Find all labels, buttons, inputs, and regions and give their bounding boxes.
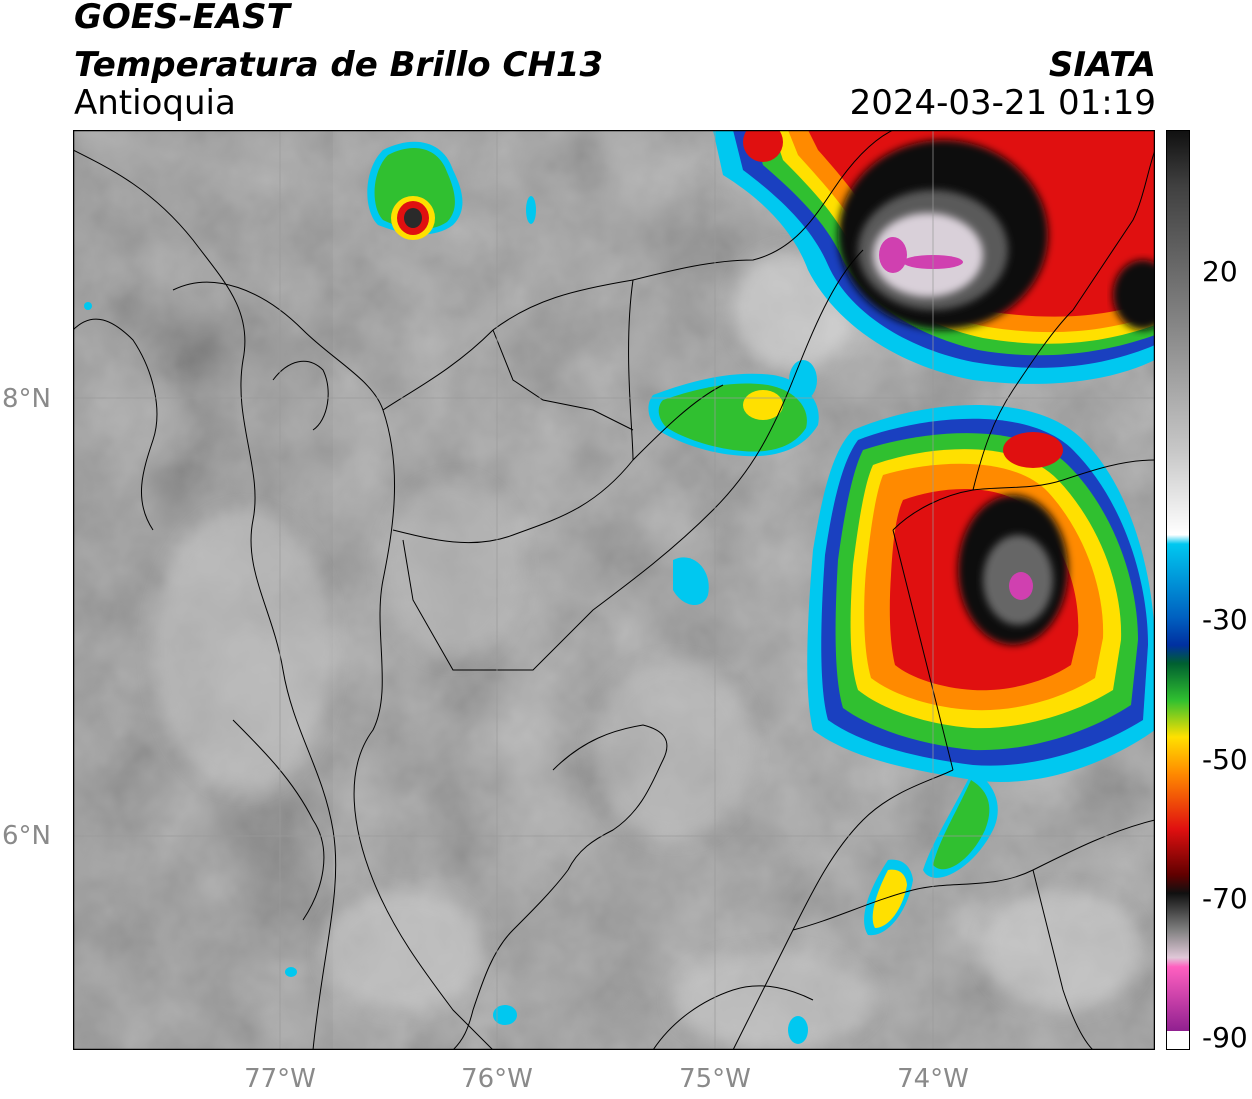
- colorbar-tick-minus50: -50: [1202, 743, 1248, 776]
- colorbar-tick-minus30: -30: [1202, 603, 1248, 636]
- lat-label-6n: 6°N: [2, 821, 51, 851]
- product-title: Temperatura de Brillo CH13: [74, 45, 604, 85]
- temperature-colorbar: [1166, 130, 1190, 1050]
- colorbar-tick-minus90: -90: [1202, 1021, 1248, 1054]
- map-frame: [73, 130, 1155, 1050]
- satellite-title: GOES-EAST: [74, 0, 290, 37]
- storm-cell-northeast: [713, 130, 1155, 384]
- map-gridlines: [73, 130, 1155, 1050]
- brightness-temperature-map: [73, 130, 1155, 1050]
- datetime-label: 2024-03-21 01:19: [849, 83, 1156, 123]
- region-label: Antioquia: [74, 83, 236, 123]
- agency-label: SIATA: [1048, 45, 1156, 85]
- lat-label-8n: 8°N: [2, 384, 51, 414]
- lon-label-77w: 77°W: [244, 1064, 316, 1094]
- cold-cloud-patches: [84, 196, 817, 1044]
- political-boundaries: [73, 130, 1155, 1050]
- lon-label-76w: 76°W: [461, 1064, 533, 1094]
- storm-band-south: [864, 770, 998, 936]
- colorbar-tick-20: 20: [1202, 255, 1238, 288]
- lon-label-74w: 74°W: [897, 1064, 969, 1094]
- colorbar-tick-minus70: -70: [1202, 882, 1248, 915]
- storm-cell-east: [807, 405, 1155, 782]
- storm-cell-coast: [367, 141, 463, 240]
- lon-label-75w: 75°W: [679, 1064, 751, 1094]
